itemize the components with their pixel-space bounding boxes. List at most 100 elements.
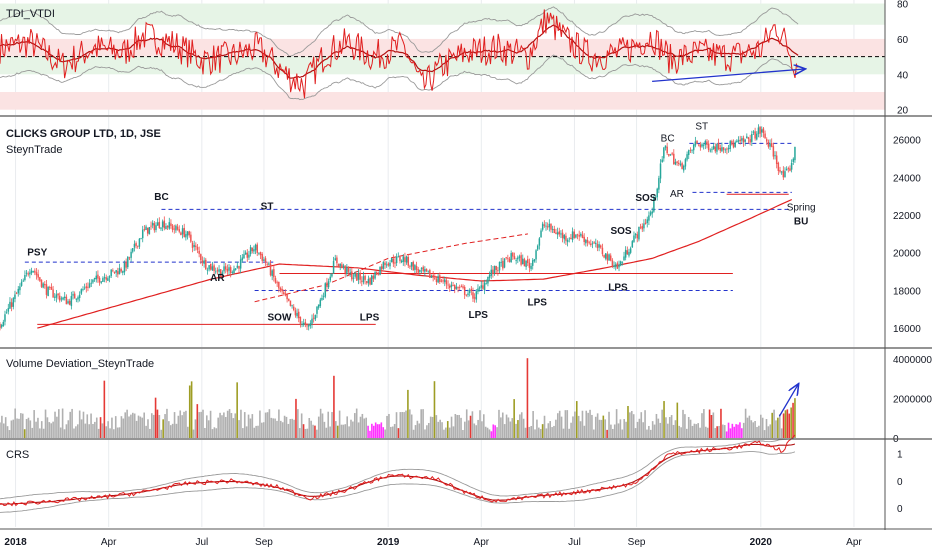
volume-bar (450, 416, 453, 438)
candle-body (5, 312, 8, 314)
candle-body (175, 225, 177, 231)
price-tick-label: 18000 (893, 286, 921, 297)
candle-body (297, 311, 300, 319)
volume-bar (443, 429, 445, 438)
volume-bar (99, 417, 102, 438)
volume-bar (507, 417, 510, 438)
volume-bar (314, 425, 316, 438)
volume-bar (270, 417, 273, 438)
candle-body (122, 271, 124, 273)
crs-axis-ticks: 1 0 0 (897, 450, 903, 515)
volume-bar (752, 422, 755, 438)
volume-bar (75, 426, 77, 438)
volume-bar (741, 428, 743, 438)
volume-bar (317, 416, 320, 438)
volume-bar (261, 422, 263, 438)
candle-body (125, 261, 127, 268)
candle-body (296, 312, 298, 317)
candle-body (608, 254, 610, 261)
crs-pane[interactable]: CRS 1 0 0 (0, 434, 903, 515)
candle-body (77, 297, 79, 300)
candle-body (712, 145, 715, 150)
candle-body (497, 270, 499, 272)
candle-body (402, 256, 405, 262)
candle-body (629, 248, 632, 253)
volume-pane[interactable]: Volume Deviation_SteynTrade 4000000 20000… (0, 355, 932, 445)
candle-body (40, 279, 43, 287)
volume-bar (295, 398, 297, 438)
candle-body (244, 252, 247, 255)
annotation-label: LPS (608, 282, 628, 293)
volume-bar (46, 417, 49, 438)
candle-body (707, 143, 710, 151)
candle-body (392, 258, 395, 264)
volume-bar (541, 424, 544, 438)
volume-bar (416, 420, 419, 438)
candle-body (253, 249, 255, 252)
volume-bar (272, 418, 275, 438)
annotation-label: SOW (268, 313, 292, 324)
candle-body (113, 271, 116, 273)
candle-body (274, 278, 277, 283)
candle-body (440, 280, 443, 282)
candle-body (243, 254, 245, 259)
volume-bar (503, 424, 506, 438)
volume-bar (691, 425, 694, 438)
volume-bar (114, 416, 117, 438)
candle-body (133, 243, 136, 248)
volume-bar (18, 418, 20, 438)
volume-bar (648, 425, 650, 438)
candle-body (108, 276, 111, 278)
candle-body (370, 275, 373, 285)
candle-body (37, 274, 39, 278)
annotation-label: AR (210, 273, 225, 284)
volume-bar (297, 409, 299, 438)
candle-body (600, 245, 602, 248)
volume-bar (84, 423, 87, 438)
candle-body (266, 263, 268, 265)
volume-bar (735, 424, 737, 438)
price-levels (24, 142, 792, 325)
volume-bar (23, 429, 26, 438)
candle-body (687, 150, 690, 155)
time-tick-label: Jul (195, 537, 208, 548)
candle-body (397, 256, 400, 258)
volume-bar (86, 414, 89, 438)
annotation-label: SOS (610, 226, 631, 237)
volume-bar (257, 425, 259, 438)
candle-body (538, 238, 541, 246)
tdi-tick-label: 40 (897, 70, 909, 81)
tdi-pane[interactable]: TDI_VTDI 80 60 40 20 (0, 0, 909, 117)
candle-body (380, 266, 383, 270)
volume-bar (613, 424, 616, 438)
candle-body (422, 266, 424, 272)
volume-bar (655, 413, 658, 438)
volume-bar (78, 410, 81, 438)
annotation-label: BU (794, 216, 808, 227)
volume-bar (668, 417, 671, 438)
volume-bar (640, 412, 643, 438)
time-tick-label: 2020 (750, 537, 773, 548)
candle-body (364, 275, 366, 280)
price-pane[interactable]: PSY BC ST AR SOW LPS LPS LPS LPS SOS SOS BC AR ST Spri… (0, 121, 921, 335)
candle-body (528, 262, 531, 268)
candle-body (110, 269, 112, 276)
volume-bar (298, 428, 301, 438)
volume-bar (188, 385, 191, 438)
candle-body (663, 147, 665, 159)
volume-bar (630, 410, 633, 438)
volume-bar (361, 413, 364, 438)
price-axis-ticks: 26000 24000 22000 20000 18000 16000 (893, 136, 921, 336)
candle-body (500, 261, 502, 263)
volume-bar (403, 412, 405, 438)
volume-bar (475, 425, 478, 438)
candle-body (344, 266, 346, 273)
volume-bar (682, 409, 684, 438)
candle-body (24, 274, 26, 281)
candle-body (591, 243, 594, 245)
volume-bar (632, 414, 635, 438)
candle-body (666, 146, 668, 154)
candle-body (357, 273, 360, 280)
volume-bar (663, 401, 665, 438)
crs-tick-label: 0 (897, 504, 903, 515)
